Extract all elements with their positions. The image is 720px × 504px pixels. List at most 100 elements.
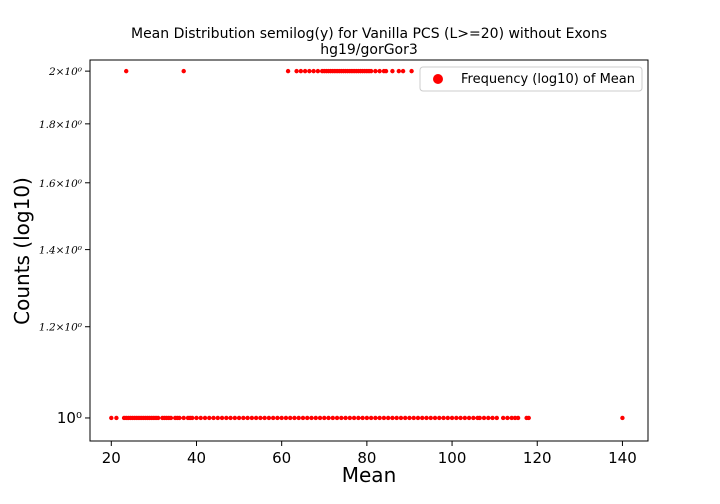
data-point — [296, 415, 301, 421]
data-point — [462, 415, 468, 421]
data-point — [114, 415, 119, 421]
data-point — [351, 415, 357, 421]
data-point — [181, 415, 186, 421]
data-point — [364, 415, 370, 421]
x-tick-label: 100 — [438, 449, 467, 467]
data-point — [109, 415, 114, 421]
data-point — [266, 415, 272, 421]
data-point — [305, 415, 310, 421]
data-point — [307, 68, 312, 74]
data-point — [373, 415, 378, 421]
y-tick-label: 1.6×10⁰ — [39, 178, 83, 190]
data-point — [198, 415, 203, 421]
data-point — [168, 415, 174, 421]
x-tick-label: 40 — [187, 449, 206, 467]
data-point — [368, 68, 374, 74]
data-point — [415, 415, 421, 421]
data-point — [302, 68, 308, 74]
data-point — [494, 415, 499, 421]
data-point — [311, 68, 316, 74]
data-point — [245, 415, 250, 421]
data-point — [326, 415, 331, 421]
data-point — [368, 415, 374, 421]
y-tick-label: 1.8×10⁰ — [39, 119, 83, 131]
data-point — [236, 415, 242, 421]
data-point — [381, 415, 387, 421]
data-point — [275, 415, 280, 421]
data-point — [373, 68, 378, 74]
x-axis-ticks: 20 40 60 80 100 120 140 — [102, 441, 637, 467]
data-point — [411, 415, 416, 421]
data-point — [360, 415, 365, 421]
plot-area-frame — [89, 59, 649, 442]
chart-title: Mean Distribution semilog(y) for Vanilla… — [131, 26, 607, 42]
data-point — [330, 415, 335, 421]
legend-label: Frequency (log10) of Mean — [461, 72, 635, 87]
data-point — [124, 68, 129, 74]
data-point — [285, 68, 291, 74]
data-point — [294, 68, 299, 74]
data-point — [428, 415, 433, 421]
data-point — [347, 415, 353, 421]
x-tick-label: 140 — [608, 449, 637, 467]
data-point — [292, 415, 297, 421]
data-point — [249, 415, 255, 421]
data-point — [322, 415, 327, 421]
chart-subtitle: hg19/gorGor3 — [320, 42, 418, 58]
data-point — [202, 415, 208, 421]
data-point — [449, 415, 455, 421]
x-axis-label: Mean — [342, 463, 397, 487]
data-point — [458, 415, 463, 421]
data-point — [211, 415, 216, 421]
data-point — [505, 415, 510, 421]
data-point — [224, 415, 229, 421]
data-point — [409, 68, 414, 74]
data-point — [403, 415, 408, 421]
data-point — [445, 415, 450, 421]
data-point — [339, 415, 344, 421]
data-point — [241, 415, 246, 421]
data-point — [377, 68, 382, 74]
data-point — [298, 68, 304, 74]
legend-marker — [433, 74, 443, 84]
legend: Frequency (log10) of Mean — [419, 66, 643, 92]
y-tick-label: 1.4×10⁰ — [39, 245, 83, 257]
data-point — [317, 415, 323, 421]
data-point — [396, 68, 402, 74]
x-tick-label: 60 — [272, 449, 291, 467]
x-tick-label: 120 — [523, 449, 552, 467]
data-point — [437, 415, 442, 421]
data-point — [258, 415, 263, 421]
data-point — [486, 415, 491, 421]
data-point — [215, 415, 220, 421]
data-point — [398, 415, 404, 421]
x-tick-label: 80 — [357, 449, 376, 467]
data-point — [515, 415, 521, 421]
data-point — [181, 68, 186, 74]
data-point — [407, 415, 412, 421]
y-axis-ticks: 10⁰ 1.2×10⁰ 1.4×10⁰ 1.6×10⁰ 1.8×10⁰ 2×10⁰ — [39, 66, 90, 427]
data-point — [155, 415, 161, 421]
data-point — [526, 415, 531, 421]
data-point — [390, 68, 395, 74]
data-point — [288, 415, 293, 421]
y-axis-label: Counts (log10) — [10, 177, 34, 325]
data-point — [500, 415, 506, 421]
data-point — [490, 415, 495, 421]
data-point — [509, 415, 514, 421]
data-point — [207, 415, 212, 421]
data-point — [390, 415, 395, 421]
data-point — [343, 415, 348, 421]
data-point — [466, 415, 472, 421]
data-point — [356, 415, 361, 421]
data-point — [253, 415, 259, 421]
legend-box — [419, 66, 643, 92]
data-point — [477, 415, 482, 421]
data-point — [232, 415, 238, 421]
data-point — [190, 415, 195, 421]
data-point — [620, 415, 625, 421]
data-point — [400, 68, 406, 74]
data-point — [177, 415, 182, 421]
y-tick-label: 2×10⁰ — [48, 66, 83, 78]
